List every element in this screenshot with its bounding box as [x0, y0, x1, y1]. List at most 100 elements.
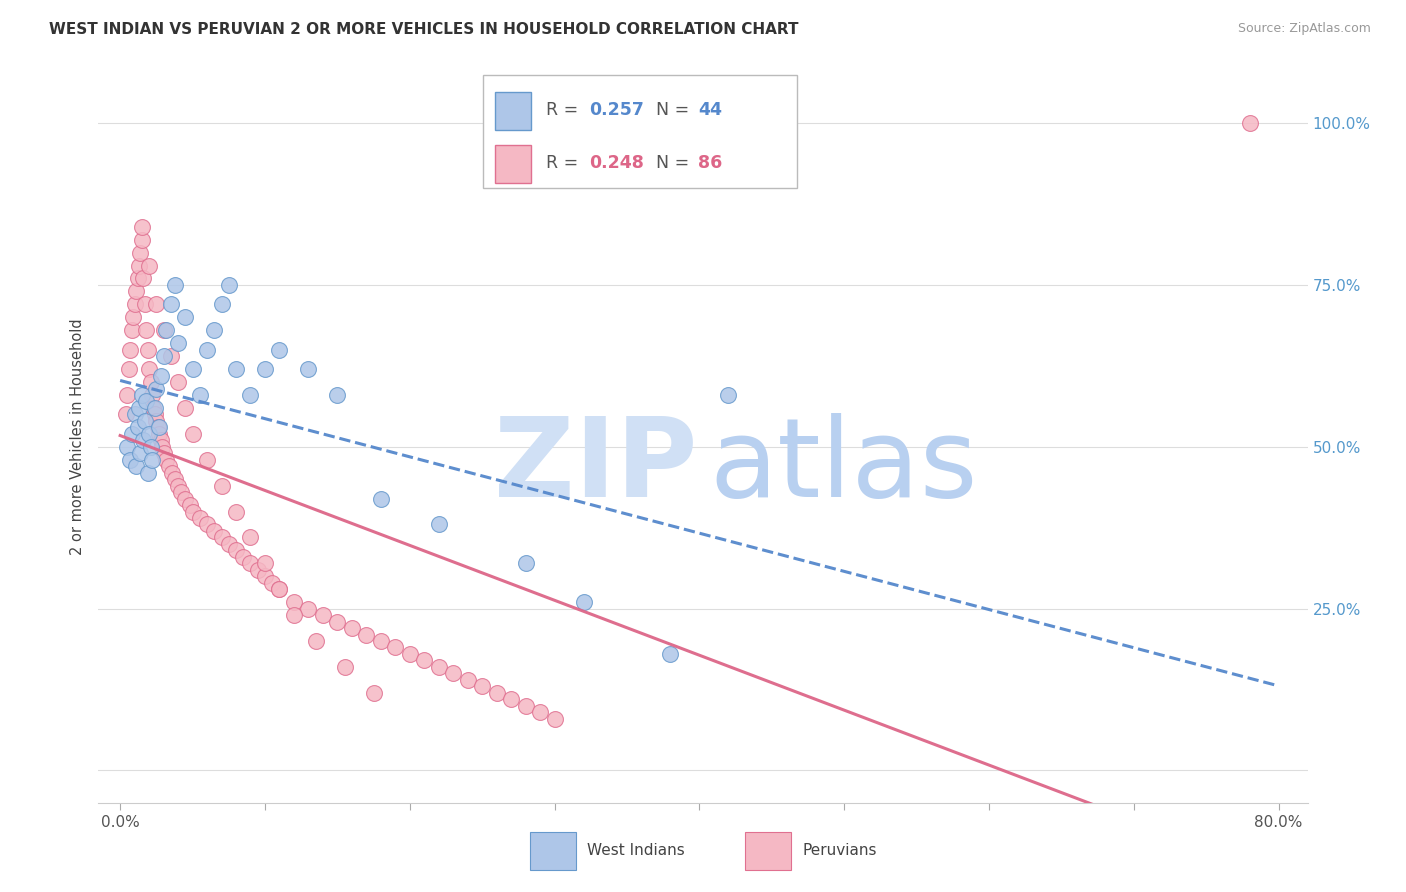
FancyBboxPatch shape	[745, 832, 792, 870]
Point	[340, 621, 363, 635]
Point	[572, 595, 595, 609]
Point	[134, 297, 156, 311]
Point	[283, 608, 305, 623]
Point	[143, 401, 166, 415]
Text: West Indians: West Indians	[586, 843, 685, 858]
Point	[471, 679, 494, 693]
Point	[253, 569, 276, 583]
Point	[485, 686, 508, 700]
Point	[148, 420, 170, 434]
Point	[135, 394, 157, 409]
Point	[149, 434, 172, 448]
Point	[139, 375, 162, 389]
Point	[129, 245, 152, 260]
Point	[121, 323, 143, 337]
Point	[370, 491, 392, 506]
Point	[225, 362, 247, 376]
Point	[363, 686, 385, 700]
Point	[138, 362, 160, 376]
Point	[134, 414, 156, 428]
Point	[170, 485, 193, 500]
Point	[211, 530, 233, 544]
Point	[142, 401, 165, 415]
Point	[155, 452, 177, 467]
Point	[159, 349, 181, 363]
Y-axis label: 2 or more Vehicles in Household: 2 or more Vehicles in Household	[70, 318, 86, 556]
Point	[174, 491, 197, 506]
Point	[269, 343, 291, 357]
Text: Source: ZipAtlas.com: Source: ZipAtlas.com	[1237, 22, 1371, 36]
Text: N =: N =	[655, 153, 695, 172]
Text: 86: 86	[699, 153, 723, 172]
Point	[370, 634, 392, 648]
Point	[195, 343, 218, 357]
Point	[326, 388, 349, 402]
Point	[167, 375, 190, 389]
Point	[218, 277, 240, 292]
Point	[131, 219, 153, 234]
Point	[1239, 116, 1261, 130]
Point	[132, 434, 155, 448]
Point	[253, 557, 276, 571]
Point	[139, 440, 162, 454]
Point	[167, 336, 190, 351]
Point	[131, 233, 153, 247]
Point	[129, 446, 152, 460]
Point	[188, 388, 211, 402]
FancyBboxPatch shape	[482, 75, 797, 188]
Point	[297, 601, 319, 615]
Point	[398, 647, 420, 661]
Point	[529, 705, 551, 719]
Point	[218, 537, 240, 551]
Point	[155, 323, 177, 337]
Point	[304, 634, 326, 648]
Point	[246, 563, 269, 577]
Point	[181, 362, 204, 376]
Point	[441, 666, 464, 681]
FancyBboxPatch shape	[495, 92, 531, 130]
Point	[120, 452, 142, 467]
Point	[326, 615, 349, 629]
Point	[211, 478, 233, 492]
Point	[165, 277, 187, 292]
Point	[659, 647, 682, 661]
Text: Peruvians: Peruvians	[803, 843, 877, 858]
Point	[148, 426, 170, 441]
Point	[202, 323, 225, 337]
Point	[117, 440, 139, 454]
Point	[132, 271, 155, 285]
Point	[262, 575, 284, 590]
Point	[239, 557, 262, 571]
Point	[181, 426, 204, 441]
Point	[188, 511, 211, 525]
Text: atlas: atlas	[709, 413, 977, 520]
Point	[239, 530, 262, 544]
Point	[202, 524, 225, 538]
Point	[239, 388, 262, 402]
Point	[501, 692, 523, 706]
Point	[717, 388, 740, 402]
Point	[138, 426, 160, 441]
Point	[136, 343, 159, 357]
Point	[333, 660, 356, 674]
Point	[122, 310, 145, 325]
Point	[427, 517, 450, 532]
Point	[179, 498, 201, 512]
Point	[157, 459, 180, 474]
Point	[125, 459, 148, 474]
Text: ZIP: ZIP	[494, 413, 697, 520]
Text: R =: R =	[546, 153, 583, 172]
Point	[141, 388, 163, 402]
Text: R =: R =	[546, 101, 583, 120]
Point	[136, 466, 159, 480]
Point	[232, 549, 254, 564]
Point	[120, 343, 142, 357]
Point	[515, 557, 537, 571]
Point	[195, 517, 218, 532]
Point	[152, 349, 174, 363]
Point	[312, 608, 335, 623]
Point	[115, 408, 138, 422]
Point	[253, 362, 276, 376]
Point	[167, 478, 190, 492]
Point	[269, 582, 291, 597]
